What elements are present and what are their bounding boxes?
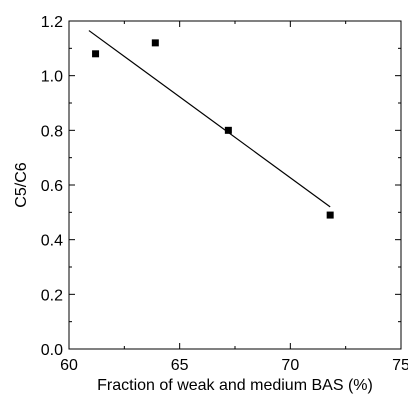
x-axis-title: Fraction of weak and medium BAS (%) (97, 377, 373, 394)
y-tick-label: 0.8 (41, 123, 63, 140)
fit-line (88, 30, 331, 208)
data-points (92, 39, 334, 219)
y-axis-title: C5/C6 (13, 162, 30, 207)
data-point (92, 50, 100, 58)
y-tick-label: 0.0 (41, 342, 63, 359)
y-tick-label: 0.4 (41, 233, 63, 250)
data-point (151, 39, 159, 47)
data-point (326, 211, 334, 219)
x-tick-label: 75 (392, 357, 408, 374)
data-point (224, 126, 232, 134)
x-tick-label: 70 (281, 357, 299, 374)
y-tick-label: 1.2 (41, 14, 63, 31)
y-axis-ticks: 0.0 0.2 0.4 0.6 0.8 1.0 1.2 (41, 14, 401, 359)
y-tick-label: 0.2 (41, 287, 63, 304)
y-tick-label: 1.0 (41, 69, 63, 86)
y-tick-label: 0.6 (41, 178, 63, 195)
x-axis-ticks: 60 65 70 75 (60, 21, 408, 374)
plot-frame (68, 20, 402, 350)
x-tick-label: 65 (171, 357, 189, 374)
x-tick-label: 60 (60, 357, 78, 374)
linear-fit-line (88, 30, 331, 208)
